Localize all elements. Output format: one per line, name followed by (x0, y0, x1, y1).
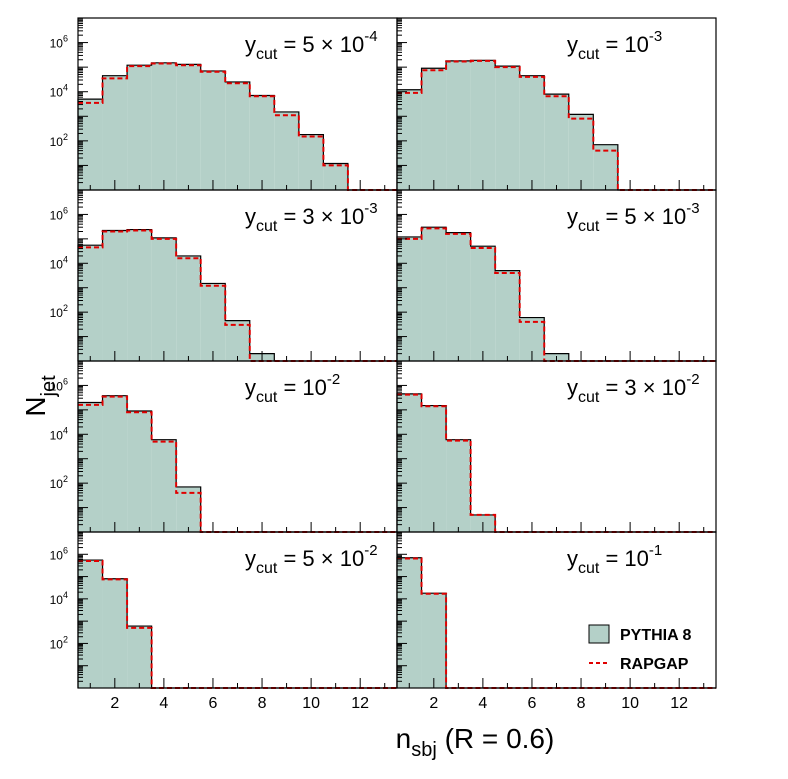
pythia-bar (470, 60, 496, 190)
pythia-bar (151, 237, 177, 361)
y-axis-title-main: N (20, 396, 51, 416)
x-tick-label: 10 (302, 695, 320, 712)
ycut-label: ycut = 10-1 (567, 542, 662, 577)
pythia-bar (151, 62, 177, 191)
pythia-bar (176, 255, 201, 361)
pythia-bar (200, 70, 226, 190)
y-tick-label: 104 (50, 254, 68, 271)
x-tick-label: 6 (528, 695, 537, 712)
x-tick-label: 8 (577, 695, 586, 712)
legend: PYTHIA 8 RAPGAP (588, 624, 692, 673)
panel-7: 102 104 106 2 4 6 8 10 12 ycut = 5 × 10-2 (50, 531, 398, 712)
x-tick-label: 4 (159, 695, 168, 712)
legend-rapgap-label: RAPGAP (620, 656, 689, 673)
ycut-label: ycut = 10-2 (245, 371, 340, 406)
x-tick-label: 2 (429, 695, 438, 712)
x-tick-label: 12 (351, 695, 369, 712)
pythia-bar (495, 66, 520, 190)
x-axis-title-sub: sbj (411, 739, 437, 761)
panel-6: ycut = 3 × 10-2 (396, 360, 717, 533)
pythia-bar (200, 283, 226, 361)
y-tick-label: 102 (50, 303, 68, 320)
pythia-bar (421, 227, 447, 361)
panel-2: ycut = 10-3 (396, 17, 717, 191)
rapgap-line (397, 59, 716, 191)
y-tick-label: 104 (50, 590, 68, 607)
pythia-bar (495, 270, 520, 361)
x-axis-title-rest: (R = 0.6) (437, 723, 554, 754)
pythia-bar (421, 405, 447, 532)
x-tick-label: 12 (670, 695, 688, 712)
pythia-bar (249, 95, 275, 190)
panel-8: 2 4 6 8 10 12 ycut = 10-1 (396, 531, 717, 712)
pythia-bar (446, 232, 471, 361)
pythia-bar (127, 65, 152, 190)
ycut-label: ycut = 5 × 10-2 (245, 542, 378, 577)
pythia-bar (593, 144, 618, 190)
panel-1: 102 104 106 ycut = 5 × 10-4 (50, 17, 398, 191)
pythia-bar (102, 578, 128, 688)
pythia-bar (446, 439, 471, 532)
rapgap-line (78, 62, 397, 191)
y-tick-label: 102 (50, 132, 68, 149)
y-tick-label: 104 (50, 83, 68, 100)
rapgap-line (78, 395, 397, 533)
pythia-bar (102, 395, 128, 532)
pythia-bar (519, 75, 545, 190)
x-tick-label: 2 (110, 695, 119, 712)
pythia-bar (176, 64, 201, 190)
pythia-bar (568, 114, 594, 190)
ycut-label: ycut = 3 × 10-3 (245, 200, 378, 235)
pythia-bar (470, 246, 496, 361)
y-axis-title-sub: jet (38, 375, 60, 398)
pythia-bar (274, 111, 299, 190)
pythia-bar (446, 60, 471, 190)
pythia-bar (421, 68, 447, 190)
x-tick-label: 6 (209, 695, 218, 712)
pythia-bar (102, 75, 128, 190)
pythia-bar (225, 320, 250, 361)
ycut-label: ycut = 10-3 (567, 28, 662, 63)
pythia-bar (151, 439, 177, 532)
panel-5: 102 104 106 ycut = 10-2 (50, 360, 398, 533)
ycut-label: ycut = 5 × 10-4 (245, 28, 378, 63)
y-tick-label: 106 (50, 545, 68, 562)
pythia-bar (102, 230, 128, 361)
x-tick-label: 4 (478, 695, 487, 712)
panel-3: 102 104 106 ycut = 3 × 10-3 (50, 189, 398, 362)
y-tick-label: 102 (50, 474, 68, 491)
pythia-bar (544, 94, 569, 190)
pythia-bar (225, 81, 250, 190)
ycut-label: ycut = 5 × 10-3 (567, 200, 700, 235)
y-tick-label: 106 (50, 205, 68, 222)
pythia-bar (127, 410, 152, 532)
ycut-label: ycut = 3 × 10-2 (567, 371, 700, 406)
y-axis-title: Njet (20, 375, 60, 417)
pythia-bar (127, 626, 152, 688)
panel-4: ycut = 5 × 10-3 (396, 189, 717, 362)
pythia-bar (421, 593, 447, 688)
pythia-bar (176, 486, 201, 532)
y-tick-label: 106 (50, 34, 68, 51)
x-axis-title-main: n (396, 723, 412, 754)
y-tick-label: 106 (50, 376, 68, 393)
pythia-bar (127, 229, 152, 361)
x-axis-title: nsbj (R = 0.6) (396, 723, 555, 761)
legend-pythia-swatch (588, 624, 610, 644)
y-tick-label: 102 (50, 634, 68, 651)
x-tick-label: 10 (621, 695, 639, 712)
x-tick-label: 8 (258, 695, 267, 712)
y-tick-label: 104 (50, 425, 68, 442)
axis-titles: Njet nsbj (R = 0.6) (20, 375, 554, 761)
legend-pythia-label: PYTHIA 8 (620, 627, 692, 644)
